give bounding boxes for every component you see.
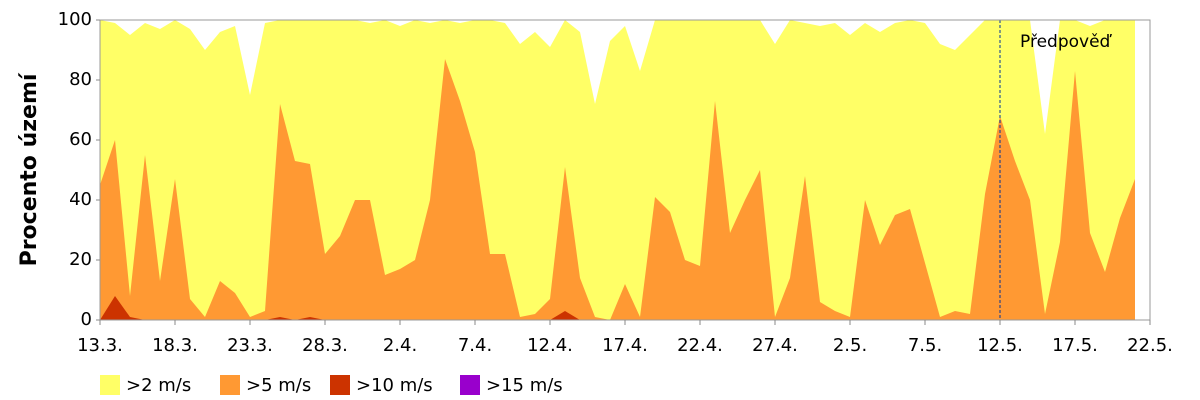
y-tick-label: 60 <box>69 129 92 150</box>
x-tick-label: 13.3. <box>77 335 123 356</box>
legend-label: >15 m/s <box>486 375 563 396</box>
x-tick-label: 22.5. <box>1127 335 1173 356</box>
legend-swatch <box>220 375 240 395</box>
x-tick-label: 17.4. <box>602 335 648 356</box>
area <box>100 59 1135 320</box>
legend-swatch <box>100 375 120 395</box>
legend-label: >2 m/s <box>126 375 191 396</box>
x-tick-label: 12.4. <box>527 335 573 356</box>
x-tick-label: 17.5. <box>1052 335 1098 356</box>
x-tick-label: 12.5. <box>977 335 1023 356</box>
x-tick-label: 23.3. <box>227 335 273 356</box>
x-tick-label: 7.5. <box>908 335 942 356</box>
y-tick-label: 40 <box>69 189 92 210</box>
y-tick-label: 20 <box>69 249 92 270</box>
annotation: Předpověď <box>1020 32 1113 52</box>
x-tick-label: 27.4. <box>752 335 798 356</box>
x-tick-label: 22.4. <box>677 335 723 356</box>
legend-label: >5 m/s <box>246 375 311 396</box>
x-tick-label: 18.3. <box>152 335 198 356</box>
y-tick-label: 0 <box>81 309 92 330</box>
y-axis-label: Procento území <box>17 72 42 266</box>
y-tick-label: 100 <box>58 9 92 30</box>
x-tick-label: 2.5. <box>833 335 867 356</box>
plot-area <box>100 20 1135 320</box>
x-tick-label: 2.4. <box>383 335 417 356</box>
legend-label: >10 m/s <box>356 375 433 396</box>
legend-swatch <box>330 375 350 395</box>
legend-swatch <box>460 375 480 395</box>
x-tick-label: 7.4. <box>458 335 492 356</box>
y-tick-label: 80 <box>69 69 92 90</box>
x-tick-label: 28.3. <box>302 335 348 356</box>
